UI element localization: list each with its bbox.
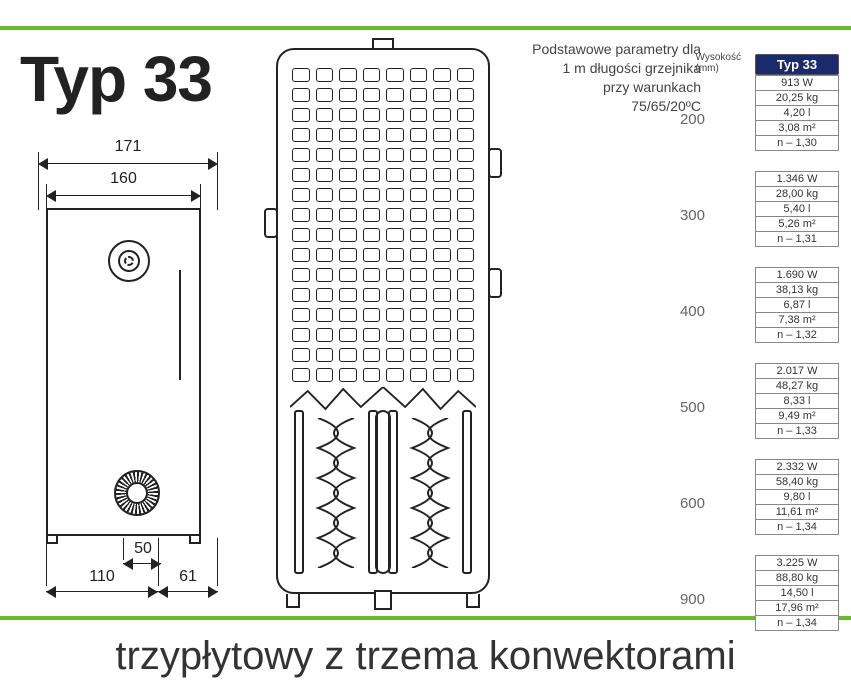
spec-group: 9003.225 W88,80 kg14,50 l17,96 m²n – 1,3… [709,555,839,643]
dim-arrow-171 [38,158,218,170]
subtitle: trzypłytowy z trzema konwektorami [0,634,851,679]
spec-cell: n – 1,30 [755,135,839,151]
grille-row [292,328,474,342]
dim-arrow-160 [46,190,201,202]
spec-cell: 9,80 l [755,489,839,505]
spec-group: 6002.332 W58,40 kg9,80 l11,61 m²n – 1,34 [709,459,839,547]
spec-group: 4001.690 W38,13 kg6,87 l7,38 m²n – 1,32 [709,267,839,355]
grille-row [292,208,474,222]
page-title: Typ 33 [20,42,212,116]
spec-cell: 17,96 m² [755,600,839,616]
spec-cell: n – 1,33 [755,423,839,439]
spec-cell: 9,49 m² [755,408,839,424]
foot-icon [286,594,300,608]
spec-cell: 1.346 W [755,171,839,187]
spec-cell: 7,38 m² [755,312,839,328]
grille-row [292,348,474,362]
spec-group: 3001.346 W28,00 kg5,40 l5,26 m²n – 1,31 [709,171,839,259]
cutaway-section [290,388,476,588]
dim-arrow-61 [158,586,218,598]
spec-cell: n – 1,34 [755,519,839,535]
spec-cell: 58,40 kg [755,474,839,490]
parameter-caption: Podstawowe parametry dla 1 m długości gr… [526,40,701,116]
side-view-drawing: 171 160 50 110 61 [38,140,243,610]
bottom-valve-icon [374,590,392,610]
param-line: 1 m długości grzejnika [526,59,701,78]
spec-height-label: 500 [673,399,705,416]
spec-cell: 48,27 kg [755,378,839,394]
dim-label-110: 110 [46,568,158,586]
grille-row [292,108,474,122]
grille-row [292,168,474,182]
grille-row [292,228,474,242]
grille-row [292,68,474,82]
grille-row [292,88,474,102]
bracket-icon [488,148,502,178]
spec-cell: 1.690 W [755,267,839,283]
spec-height-label: 400 [673,303,705,320]
spec-group: 200913 W20,25 kg4,20 l3,08 m²n – 1,30 [709,75,839,163]
grille-row [292,128,474,142]
grille-row [292,148,474,162]
spec-cell: 5,40 l [755,201,839,217]
spec-height-label: 300 [673,207,705,224]
grille-row [292,308,474,322]
grille-row [292,248,474,262]
height-column-label: Wysokość (mm) [696,52,741,74]
spec-cell: 6,87 l [755,297,839,313]
spec-cell: 8,33 l [755,393,839,409]
spec-table: Wysokość (mm) Typ 33 200913 W20,25 kg4,2… [709,54,839,643]
spec-cell: 28,00 kg [755,186,839,202]
spec-cell: 20,25 kg [755,90,839,106]
dim-label-171: 171 [38,138,218,156]
top-green-bar [0,26,851,30]
spec-cell: 88,80 kg [755,570,839,586]
side-body [46,208,201,536]
spec-height-label: 200 [673,111,705,128]
spec-cell: 4,20 l [755,105,839,121]
spec-group: 5002.017 W48,27 kg8,33 l9,49 m²n – 1,33 [709,363,839,451]
bracket-icon [488,268,502,298]
spec-height-label: 900 [673,591,705,608]
front-view-drawing [258,38,508,608]
spec-cell: n – 1,32 [755,327,839,343]
spec-cell: 11,61 m² [755,504,839,520]
spec-cell: 14,50 l [755,585,839,601]
grille-row [292,188,474,202]
grille-row [292,268,474,282]
dim-arrow-110 [46,586,158,598]
grille-row [292,368,474,382]
spec-cell: n – 1,34 [755,615,839,631]
dim-label-160: 160 [46,170,201,188]
dim-label-61: 61 [158,568,218,586]
param-line: Podstawowe parametry dla [526,40,701,59]
param-line: przy warunkach [526,78,701,97]
top-connection-icon [108,240,150,282]
spec-cell: 2.332 W [755,459,839,475]
grille-row [292,288,474,302]
spec-type-header: Typ 33 [755,54,839,75]
spec-cell: 3,08 m² [755,120,839,136]
bracket-icon [264,208,278,238]
front-body [276,48,490,594]
spec-cell: 2.017 W [755,363,839,379]
spec-cell: 913 W [755,75,839,91]
spec-height-label: 600 [673,495,705,512]
bottom-connection-icon [114,470,160,516]
foot-icon [466,594,480,608]
spec-cell: 5,26 m² [755,216,839,232]
spec-cell: 38,13 kg [755,282,839,298]
spec-cell: n – 1,31 [755,231,839,247]
spec-cell: 3.225 W [755,555,839,571]
dim-label-50: 50 [123,540,163,558]
